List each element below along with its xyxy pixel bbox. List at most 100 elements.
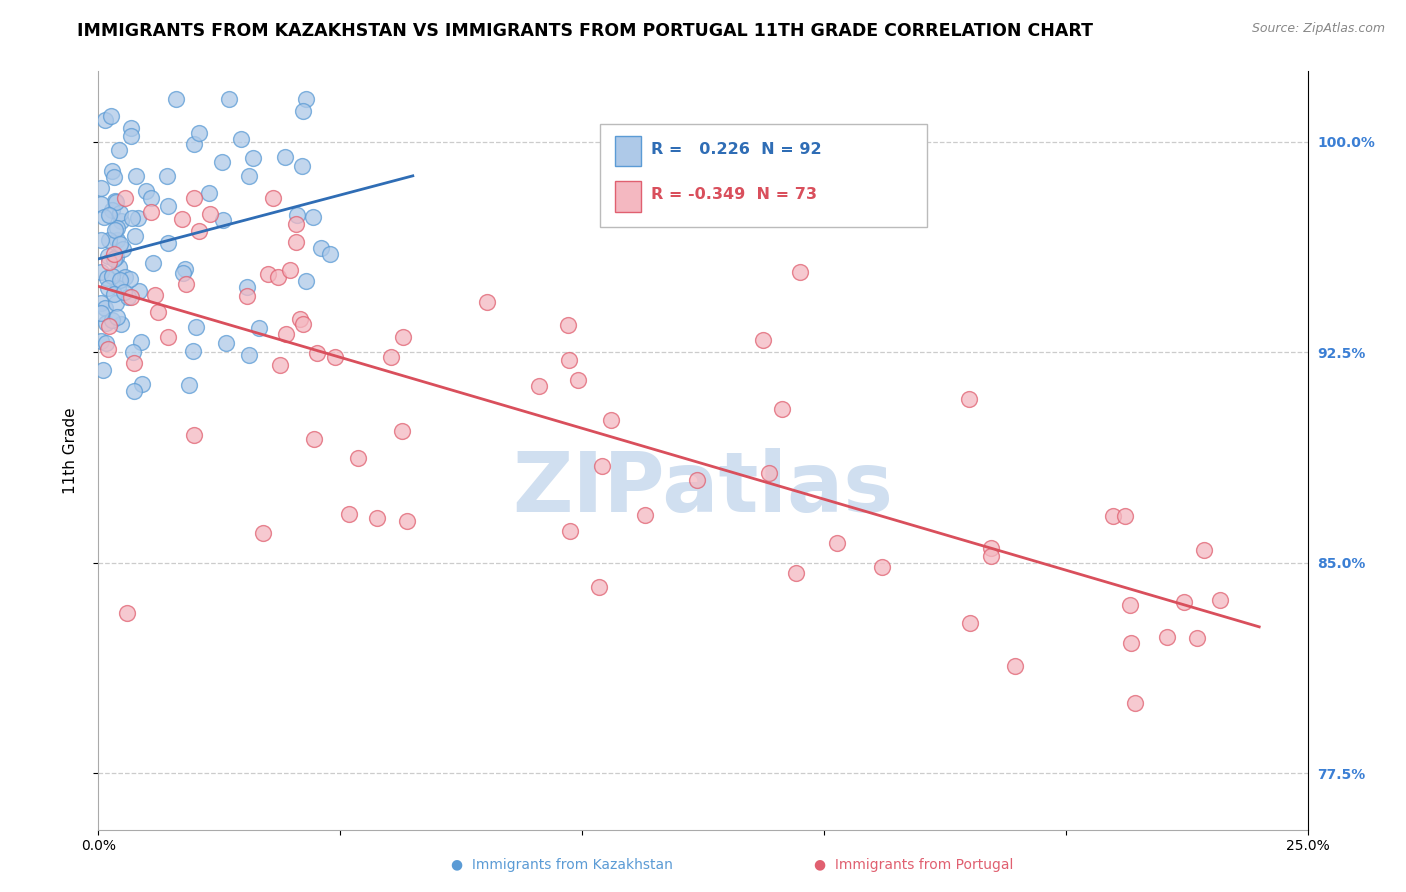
Point bbox=[90, 334, 112, 349]
Point bbox=[1125, 696, 1147, 710]
Point bbox=[103, 286, 125, 301]
Point bbox=[121, 211, 143, 226]
Text: Source: ZipAtlas.com: Source: ZipAtlas.com bbox=[1251, 22, 1385, 36]
Point bbox=[1185, 632, 1208, 646]
Point bbox=[143, 288, 166, 302]
Point bbox=[157, 330, 180, 344]
Point bbox=[785, 566, 807, 580]
Point bbox=[302, 432, 325, 446]
Point bbox=[1121, 636, 1143, 650]
Y-axis label: 11th Grade: 11th Grade bbox=[63, 407, 77, 494]
Point bbox=[183, 428, 205, 442]
Point bbox=[392, 330, 415, 344]
Point bbox=[211, 155, 233, 169]
Point bbox=[120, 128, 142, 143]
Point bbox=[291, 103, 314, 118]
Point bbox=[588, 580, 610, 594]
Point bbox=[686, 473, 709, 487]
Point bbox=[366, 510, 388, 524]
Point bbox=[157, 199, 180, 213]
Text: ZIPatlas: ZIPatlas bbox=[513, 448, 893, 529]
Point bbox=[959, 615, 981, 630]
Point bbox=[103, 169, 125, 184]
Point bbox=[391, 424, 413, 438]
Point bbox=[90, 265, 112, 279]
Point bbox=[1209, 593, 1232, 607]
Point bbox=[1004, 659, 1026, 673]
Point bbox=[114, 269, 136, 284]
Point bbox=[337, 507, 360, 521]
Point bbox=[284, 217, 307, 231]
Point bbox=[634, 508, 657, 523]
Point bbox=[789, 265, 811, 279]
Text: R =   0.226  N = 92: R = 0.226 N = 92 bbox=[651, 142, 821, 157]
Point bbox=[103, 247, 125, 261]
Point bbox=[114, 191, 136, 205]
Point bbox=[107, 260, 129, 274]
Point bbox=[285, 208, 308, 222]
Point bbox=[105, 233, 128, 247]
Point bbox=[107, 281, 129, 295]
Point bbox=[101, 313, 124, 327]
Point bbox=[257, 267, 280, 281]
Point bbox=[108, 206, 131, 220]
Point bbox=[591, 458, 613, 473]
Point bbox=[124, 229, 146, 244]
Point bbox=[291, 159, 314, 173]
Point bbox=[148, 304, 170, 318]
Point bbox=[557, 352, 579, 367]
Point bbox=[758, 466, 780, 480]
Point bbox=[122, 345, 145, 359]
Point bbox=[125, 169, 148, 184]
Point bbox=[825, 535, 848, 549]
Point bbox=[117, 607, 139, 621]
Point bbox=[105, 310, 128, 324]
Point bbox=[396, 514, 419, 528]
Point bbox=[269, 358, 291, 372]
Point bbox=[290, 312, 312, 326]
Point bbox=[1156, 630, 1178, 644]
Point bbox=[174, 277, 197, 291]
FancyBboxPatch shape bbox=[614, 181, 641, 211]
Point bbox=[1192, 543, 1215, 558]
Point bbox=[127, 211, 149, 225]
Point bbox=[247, 321, 270, 335]
Point bbox=[124, 356, 146, 370]
Point bbox=[1101, 508, 1123, 523]
Point bbox=[184, 320, 207, 334]
Point bbox=[172, 267, 194, 281]
Point bbox=[319, 247, 342, 261]
Point bbox=[104, 296, 127, 310]
Point bbox=[156, 169, 179, 183]
Point bbox=[90, 233, 112, 247]
Point bbox=[183, 136, 205, 151]
Point bbox=[238, 348, 260, 362]
Text: ●  Immigrants from Kazakhstan: ● Immigrants from Kazakhstan bbox=[451, 858, 673, 872]
Point bbox=[294, 92, 316, 106]
Point bbox=[97, 248, 120, 262]
Point bbox=[105, 221, 128, 235]
Point bbox=[557, 318, 579, 333]
Point bbox=[1114, 509, 1136, 524]
Point bbox=[98, 233, 121, 247]
Point bbox=[177, 377, 200, 392]
Point bbox=[103, 252, 125, 266]
Point bbox=[1119, 599, 1142, 613]
Point bbox=[172, 212, 194, 227]
Point bbox=[475, 295, 498, 310]
Point bbox=[181, 343, 204, 358]
Point bbox=[380, 351, 402, 365]
Point bbox=[90, 181, 112, 195]
Point bbox=[90, 196, 112, 211]
Point bbox=[93, 211, 115, 225]
Point bbox=[108, 237, 131, 252]
Point bbox=[124, 384, 146, 398]
Point bbox=[91, 362, 114, 376]
Point bbox=[105, 195, 128, 210]
FancyBboxPatch shape bbox=[614, 136, 641, 166]
Point bbox=[108, 273, 131, 287]
Point bbox=[141, 191, 163, 205]
Point bbox=[284, 235, 307, 250]
Point bbox=[100, 109, 122, 123]
Point bbox=[107, 143, 129, 157]
